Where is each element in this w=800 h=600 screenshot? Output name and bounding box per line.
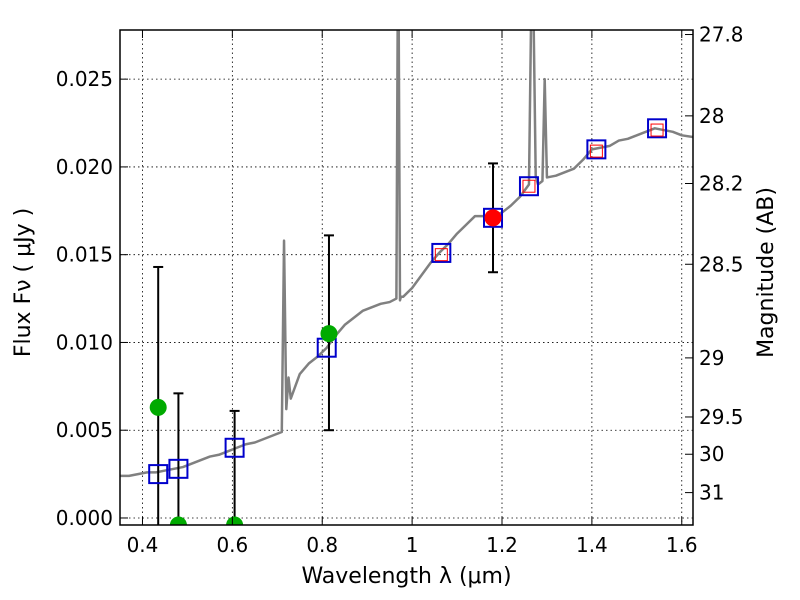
y-tick-label: 0.000 [56,506,113,530]
model-photometry-point [647,118,668,139]
inner-square-point [650,123,664,137]
y2-tick-label: 28 [699,104,724,128]
y2-tick-label: 29.5 [699,405,744,429]
y-tick-label: 0.010 [56,330,113,354]
model-photometry-point [586,139,607,160]
x-tick-label: 1 [406,533,419,557]
y2-tick-label: 28.2 [699,172,744,196]
inner-square-point [522,179,536,193]
axis-ticks: 0.4 0.6 0.8 1 1.2 1.4 1.6 0.000 0.005 0.010 0.015 0… [56,23,744,557]
x-axis-label: Wavelength λ (μm) [301,564,511,589]
plot-area [120,30,693,525]
y2-tick-label: 27.8 [699,23,744,47]
inner-square-point [434,248,448,262]
observed-point [226,516,244,525]
y2-tick-label: 30 [699,442,724,466]
inner-square-point [589,144,603,158]
model-photometry-point [168,458,189,479]
x-tick-label: 0.4 [127,533,159,557]
model-photometry-point [431,242,452,263]
observed-point [149,398,167,416]
model-photometry-point [148,464,169,485]
y-tick-label: 0.020 [56,155,113,179]
x-tick-label: 1.4 [576,533,608,557]
y2-tick-label: 28.5 [699,252,744,276]
y2-axis-label: Magnitude (AB) [754,187,779,358]
y2-tick-label: 29 [699,346,724,370]
y-tick-label: 0.025 [56,67,113,91]
grid [120,30,693,525]
y-tick-label: 0.015 [56,243,113,267]
x-tick-label: 1.2 [486,533,518,557]
x-tick-label: 0.8 [306,533,338,557]
model-photometry-point [483,207,504,228]
y2-tick-label: 31 [699,481,724,505]
model-photometry-point [518,176,539,197]
observed-point [320,325,338,343]
model-photometry-point [224,437,245,458]
observed-point [484,209,502,227]
y-tick-label: 0.005 [56,418,113,442]
y-axis-label: Flux Fν ( μJy ) [11,208,36,357]
x-tick-label: 1.6 [666,533,698,557]
plot-frame [119,29,694,526]
observed-point [169,516,187,525]
x-tick-label: 0.6 [216,533,248,557]
